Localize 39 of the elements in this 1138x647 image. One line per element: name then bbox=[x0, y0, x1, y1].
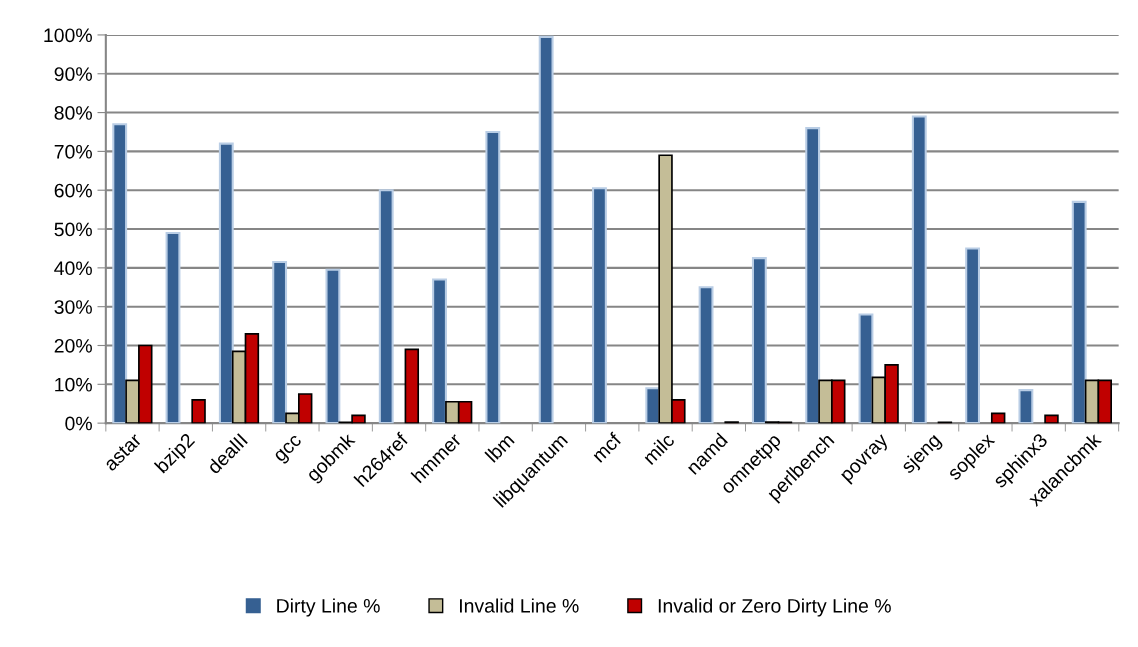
bar bbox=[911, 115, 927, 424]
bar bbox=[404, 348, 420, 424]
legend-label: Invalid or Zero Dirty Line % bbox=[658, 598, 891, 617]
legend-label: Dirty Line % bbox=[277, 598, 380, 617]
y-tick-label: 0% bbox=[65, 416, 92, 431]
bar bbox=[432, 278, 447, 424]
bar bbox=[325, 268, 341, 424]
y-tick-label: 60% bbox=[54, 183, 92, 198]
bar bbox=[218, 142, 234, 424]
legend-label: Invalid Line % bbox=[460, 598, 579, 613]
x-tick-label: milc bbox=[642, 431, 676, 466]
y-tick-label: 20% bbox=[54, 338, 92, 353]
bar bbox=[272, 261, 288, 424]
bar bbox=[805, 127, 821, 424]
bar bbox=[1044, 414, 1059, 424]
bar bbox=[751, 257, 767, 424]
bar bbox=[698, 286, 714, 424]
bar bbox=[1018, 389, 1034, 424]
bar bbox=[378, 189, 394, 424]
y-tick-label: 80% bbox=[54, 106, 92, 120]
y-tick-label: 40% bbox=[54, 261, 92, 276]
bar bbox=[592, 187, 607, 424]
y-tick-label: 100% bbox=[44, 28, 92, 43]
bar bbox=[165, 231, 181, 424]
bar bbox=[858, 313, 874, 424]
bar bbox=[1071, 200, 1087, 424]
y-tick-label: 70% bbox=[54, 144, 92, 159]
y-tick-label: 50% bbox=[54, 222, 92, 237]
bar bbox=[538, 35, 554, 424]
bar bbox=[485, 130, 501, 424]
y-tick-label: 90% bbox=[54, 67, 92, 81]
bar bbox=[191, 399, 206, 424]
y-tick-label: 30% bbox=[54, 300, 92, 314]
bar bbox=[965, 247, 981, 424]
bar bbox=[112, 123, 128, 424]
bar bbox=[990, 412, 1006, 424]
x-tick-label: gcc bbox=[274, 434, 305, 466]
y-tick-label: 10% bbox=[55, 377, 92, 392]
x-tick-label: mcf bbox=[591, 431, 623, 463]
